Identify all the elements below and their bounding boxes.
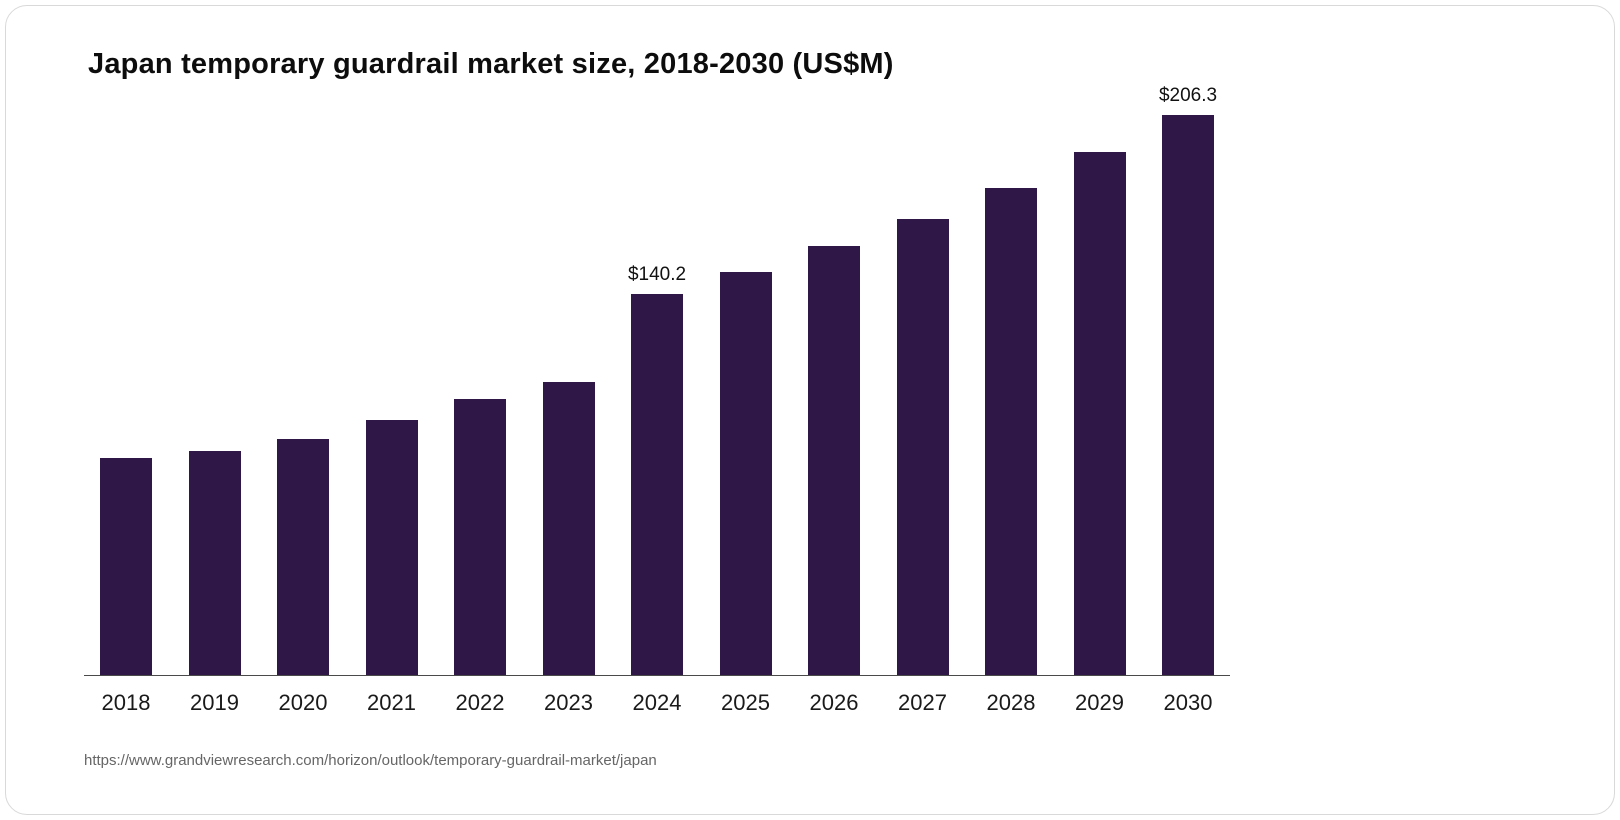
x-tick-label: 2026 (809, 690, 859, 715)
bar (454, 399, 506, 675)
chart-card: Japan temporary guardrail market size, 2… (5, 5, 1615, 815)
bar-group: $206.3 (1158, 85, 1218, 675)
bar (1073, 152, 1126, 675)
bar-group (896, 219, 949, 675)
x-tick-label: 2023 (544, 690, 593, 715)
x-tick-label: 2028 (986, 690, 1036, 715)
bar-group (100, 458, 152, 675)
bar (277, 439, 329, 675)
chart-title: Japan temporary guardrail market size, 2… (88, 48, 894, 80)
x-tick-label: 2018 (101, 690, 151, 715)
bar-group (365, 420, 418, 675)
source-url: https://www.grandviewresearch.com/horizo… (84, 752, 657, 769)
bar (365, 420, 418, 675)
x-tick-label: 2029 (1075, 690, 1124, 715)
bar-chart: $140.2 $206.3 2018 2019 2020 2021 2022 2023 202… (84, 85, 1230, 716)
bar (1162, 115, 1214, 675)
bar (808, 246, 860, 675)
x-tick-label: 2022 (455, 690, 505, 715)
plot-area: $140.2 $206.3 (84, 85, 1230, 675)
bar-group (719, 272, 772, 675)
bar-group: $140.2 (627, 264, 687, 675)
bar-group (188, 451, 241, 675)
x-tick-label: 2025 (721, 690, 770, 715)
bar (100, 458, 152, 675)
bar (896, 219, 949, 675)
bar-group (454, 399, 506, 675)
x-tick-label: 2030 (1163, 690, 1213, 715)
x-tick-label: 2024 (632, 690, 682, 715)
bar (188, 451, 241, 675)
bar-value-label: $140.2 (627, 264, 687, 285)
bar-group (542, 382, 595, 675)
bar-value-label: $206.3 (1158, 85, 1218, 106)
bar-group (985, 188, 1037, 675)
x-tick-label: 2019 (190, 690, 239, 715)
x-tick-label: 2020 (278, 690, 328, 715)
bar (542, 382, 595, 675)
bar (985, 188, 1037, 675)
bar-group (808, 246, 860, 675)
x-axis: 2018 2019 2020 2021 2022 2023 2024 2025 2026 2027… (84, 675, 1230, 716)
x-tick-label: 2027 (898, 690, 947, 715)
x-tick-label: 2021 (367, 690, 416, 715)
bar-group (277, 439, 329, 675)
bar-group (1073, 152, 1126, 675)
bar (631, 294, 683, 675)
bar (719, 272, 772, 675)
